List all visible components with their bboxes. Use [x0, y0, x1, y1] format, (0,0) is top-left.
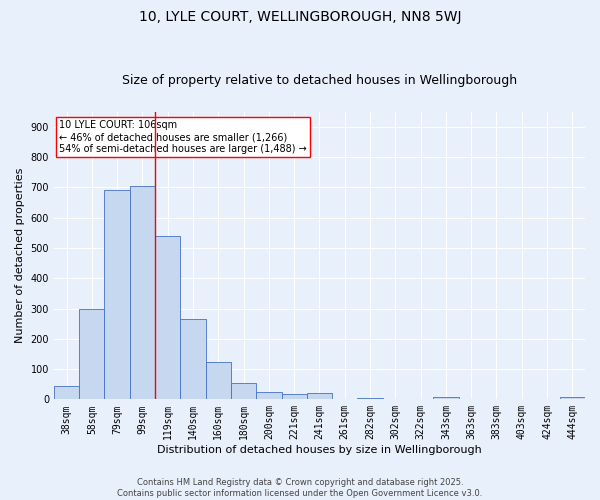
X-axis label: Distribution of detached houses by size in Wellingborough: Distribution of detached houses by size … — [157, 445, 482, 455]
Bar — [206, 362, 231, 400]
Bar — [54, 386, 79, 400]
Bar — [130, 186, 155, 400]
Text: Contains HM Land Registry data © Crown copyright and database right 2025.
Contai: Contains HM Land Registry data © Crown c… — [118, 478, 482, 498]
Bar — [231, 382, 256, 400]
Bar — [256, 392, 281, 400]
Bar — [560, 397, 585, 400]
Bar — [307, 394, 332, 400]
Title: Size of property relative to detached houses in Wellingborough: Size of property relative to detached ho… — [122, 74, 517, 87]
Bar — [155, 236, 181, 400]
Bar — [79, 308, 104, 400]
Bar — [281, 394, 307, 400]
Bar — [104, 190, 130, 400]
Bar — [181, 319, 206, 400]
Text: 10 LYLE COURT: 106sqm
← 46% of detached houses are smaller (1,266)
54% of semi-d: 10 LYLE COURT: 106sqm ← 46% of detached … — [59, 120, 307, 154]
Text: 10, LYLE COURT, WELLINGBOROUGH, NN8 5WJ: 10, LYLE COURT, WELLINGBOROUGH, NN8 5WJ — [139, 10, 461, 24]
Y-axis label: Number of detached properties: Number of detached properties — [15, 168, 25, 343]
Bar — [433, 397, 458, 400]
Bar — [332, 398, 358, 400]
Bar — [358, 398, 383, 400]
Bar — [509, 398, 535, 400]
